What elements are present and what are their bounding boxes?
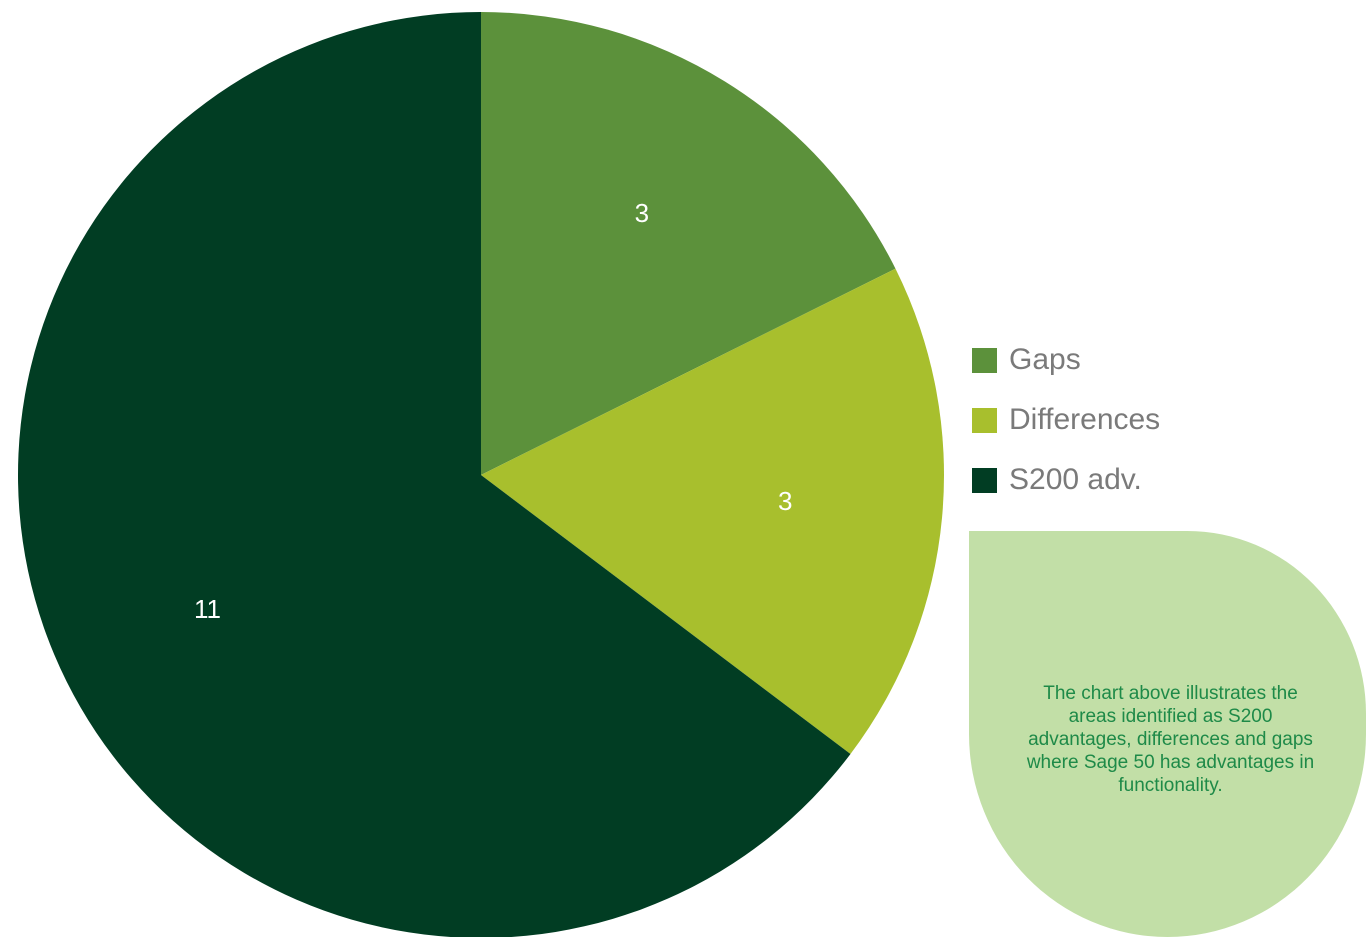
legend-label-gaps: Gaps	[1009, 343, 1081, 376]
legend-label-s200-adv: S200 adv.	[1009, 463, 1142, 496]
legend-swatch-s200-adv	[972, 467, 997, 493]
pie-slice-s200-adv	[18, 12, 851, 937]
data-label-differences: 3	[778, 486, 792, 516]
legend-item-gaps: Gaps	[972, 330, 1272, 390]
legend-label-differences: Differences	[1009, 403, 1161, 436]
legend-item-s200-adv: S200 adv.	[972, 450, 1272, 510]
note-callout: The chart above illustrates the areas id…	[969, 531, 1366, 937]
pie-slice-differences	[481, 268, 945, 755]
data-label-s200-adv: 11	[194, 594, 221, 624]
chart-legend: Gaps Differences S200 adv.	[972, 330, 1272, 510]
legend-item-differences: Differences	[972, 390, 1272, 450]
note-text: The chart above illustrates the areas id…	[1026, 682, 1315, 796]
pie-slice-gaps	[481, 12, 896, 475]
legend-swatch-differences	[972, 407, 997, 433]
legend-swatch-gaps	[972, 347, 997, 373]
data-label-gaps: 3	[635, 198, 649, 228]
